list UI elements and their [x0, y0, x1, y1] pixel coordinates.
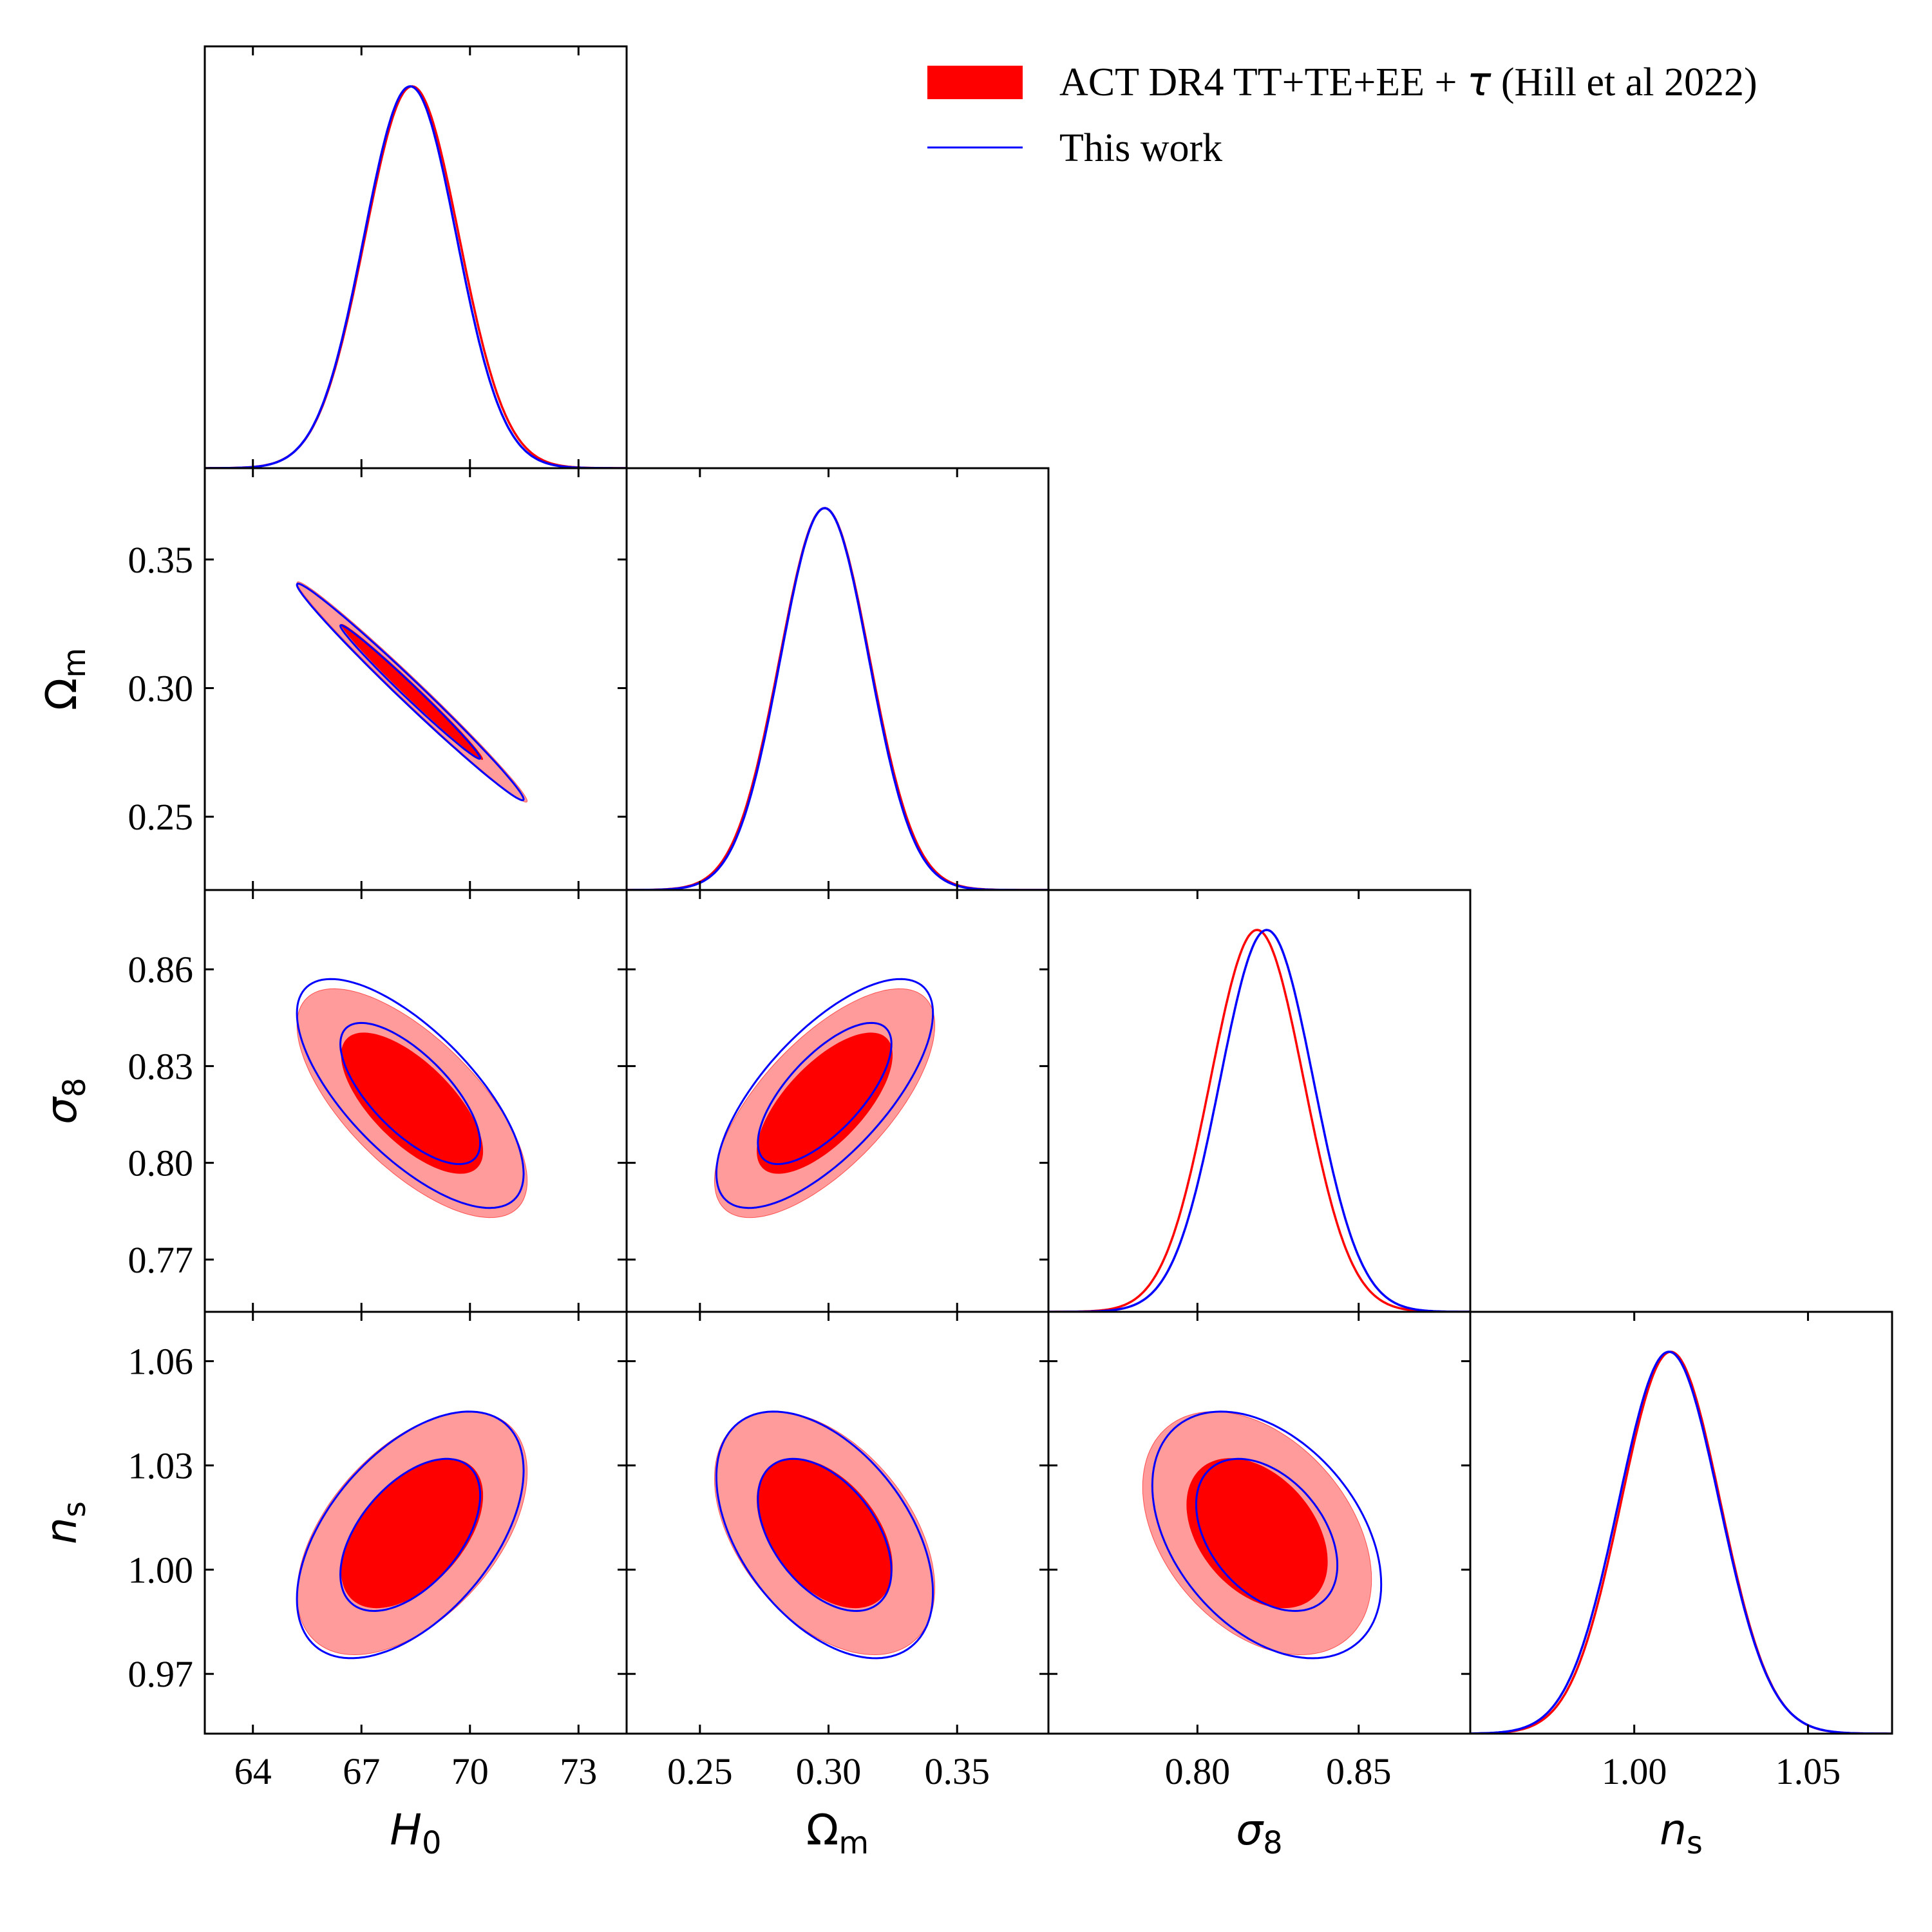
contour68-act [341, 624, 484, 760]
x-axis-label-s8: σ8 [1236, 1805, 1282, 1861]
legend: ACT DR4 TT+TE+EE + τ (Hill et al 2022) T… [927, 58, 1757, 170]
y-tick-label: 0.83 [128, 1045, 194, 1087]
legend-swatch-act [927, 66, 1023, 99]
y-tick-label: 0.86 [128, 949, 194, 990]
y-tick-label: 1.06 [128, 1341, 194, 1383]
panel-H0-Om [296, 581, 528, 803]
y-tick-label: 0.80 [128, 1142, 194, 1184]
contour95-this-work [296, 582, 525, 802]
panel-Om-Om [627, 507, 1048, 890]
contour68-this-work [339, 624, 482, 760]
contour68-this-work [1195, 1457, 1339, 1613]
y-tick-label: 0.77 [128, 1239, 194, 1281]
panel-frame [204, 467, 628, 891]
marginal-curve-act-s8 [1048, 929, 1470, 1312]
panel-frame [204, 45, 628, 469]
panel-Om-s8 [714, 978, 936, 1218]
y-tick-label: 1.03 [128, 1444, 194, 1486]
contour68-this-work [339, 1021, 482, 1166]
panel-Om-ns [714, 1410, 936, 1660]
x-tick-label: 67 [343, 1750, 380, 1792]
contour68-this-work [757, 1021, 893, 1166]
contour68-this-work [339, 1457, 482, 1613]
y-tick-label: 0.30 [128, 667, 194, 709]
marginal-curve-act-ns [1470, 1350, 1892, 1734]
y-axis-label-s8: σ8 [37, 1077, 93, 1124]
marginal-curve-this-work-s8 [1048, 929, 1470, 1312]
y-axis-label-Om: Ωm [37, 648, 93, 710]
panels: 0.25 0.30 0.35 0.77 0.80 0.83 0.86 64 67 70 73 0.97… [37, 45, 1893, 1861]
contour68-act [341, 1458, 484, 1609]
contour95-this-work [296, 1410, 525, 1660]
panel-frame [1047, 889, 1472, 1313]
marginal-curve-act-Om [627, 507, 1048, 890]
x-tick-label: 73 [560, 1750, 597, 1792]
x-tick-label: 0.30 [796, 1750, 862, 1792]
contour95-this-work [1151, 1410, 1383, 1660]
marginal-curve-this-work-H0 [205, 85, 627, 468]
legend-label-act: ACT DR4 TT+TE+EE + τ (Hill et al 2022) [1059, 58, 1757, 105]
marginal-curve-act-H0 [205, 85, 627, 468]
contour68-act [341, 1032, 484, 1174]
x-tick-label: 1.00 [1602, 1750, 1667, 1792]
y-tick-label: 0.97 [128, 1653, 194, 1695]
x-tick-label: 0.35 [924, 1750, 990, 1792]
x-axis-label-H0: H0 [390, 1805, 441, 1861]
x-axis-label-Om: Ωm [806, 1805, 869, 1861]
legend-label-this-work: This work [1059, 126, 1222, 170]
panel-frame [625, 467, 1050, 891]
panel-H0-ns [296, 1410, 528, 1660]
panel-ns-ns [1470, 1350, 1892, 1734]
x-tick-label: 0.25 [667, 1750, 733, 1792]
y-axis-label-ns: ns [37, 1501, 93, 1544]
y-tick-label: 1.00 [128, 1549, 194, 1591]
panel-H0-s8 [296, 978, 528, 1218]
x-tick-label: 0.85 [1326, 1750, 1392, 1792]
y-tick-label: 0.25 [128, 796, 194, 838]
x-axis-label-ns: ns [1660, 1805, 1703, 1861]
panel-s8-ns [1142, 1410, 1383, 1660]
contour68-this-work [757, 1457, 893, 1613]
panel-s8-s8 [1048, 929, 1470, 1312]
contour95-this-work [715, 1410, 934, 1660]
marginal-curve-this-work-ns [1470, 1350, 1892, 1734]
x-tick-label: 64 [234, 1750, 272, 1792]
contour68-act [757, 1032, 893, 1174]
marginal-curve-this-work-Om [627, 507, 1048, 890]
contour95-this-work [715, 978, 934, 1209]
panel-H0-H0 [205, 85, 627, 468]
y-tick-label: 0.35 [128, 539, 194, 581]
contour95-this-work [296, 978, 525, 1209]
panel-frame [1469, 1311, 1893, 1735]
x-tick-label: 0.80 [1165, 1750, 1231, 1792]
x-tick-label: 70 [451, 1750, 489, 1792]
x-tick-label: 1.05 [1776, 1750, 1841, 1792]
